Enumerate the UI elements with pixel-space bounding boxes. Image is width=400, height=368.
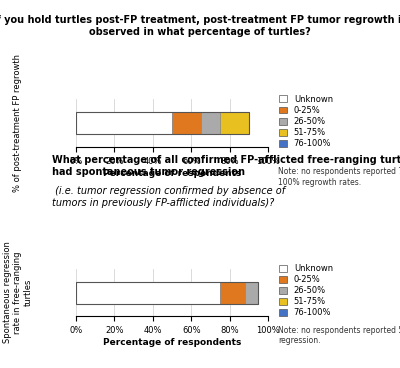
Bar xyxy=(76,112,249,134)
Text: % of post-treatment FP regrowth: % of post-treatment FP regrowth xyxy=(14,54,22,192)
Bar xyxy=(76,112,172,134)
Bar xyxy=(76,282,258,304)
Legend: Unknown, 0-25%, 26-50%, 51-75%, 76-100%: Unknown, 0-25%, 26-50%, 51-75%, 76-100% xyxy=(278,94,334,149)
Bar xyxy=(201,112,220,134)
Text: Note: no respondents reported 51-100%
regression.: Note: no respondents reported 51-100% re… xyxy=(278,326,400,345)
Bar xyxy=(245,282,258,304)
Text: If you hold turtles post-FP treatment, post-treatment FP tumor regrowth is
obser: If you hold turtles post-FP treatment, p… xyxy=(0,15,400,37)
Bar xyxy=(220,282,245,304)
X-axis label: Percentage of respondents: Percentage of respondents xyxy=(103,338,241,347)
Text: Spontaneous regression
rate in free-ranging
turtles: Spontaneous regression rate in free-rang… xyxy=(3,242,33,343)
Bar xyxy=(172,112,201,134)
Text: (i.e. tumor regression confirmed by absence of
tumors in previously FP-afflicted: (i.e. tumor regression confirmed by abse… xyxy=(52,186,285,208)
Text: Note: no respondents reported 76-
100% regrowth rates.: Note: no respondents reported 76- 100% r… xyxy=(278,167,400,187)
Legend: Unknown, 0-25%, 26-50%, 51-75%, 76-100%: Unknown, 0-25%, 26-50%, 51-75%, 76-100% xyxy=(278,263,334,318)
X-axis label: Percentage of respondents: Percentage of respondents xyxy=(103,169,241,178)
Text: What percentage of all confirmed FP-afflicted free-ranging turtles in your area : What percentage of all confirmed FP-affl… xyxy=(52,155,400,177)
Bar xyxy=(220,112,249,134)
Bar xyxy=(76,282,220,304)
